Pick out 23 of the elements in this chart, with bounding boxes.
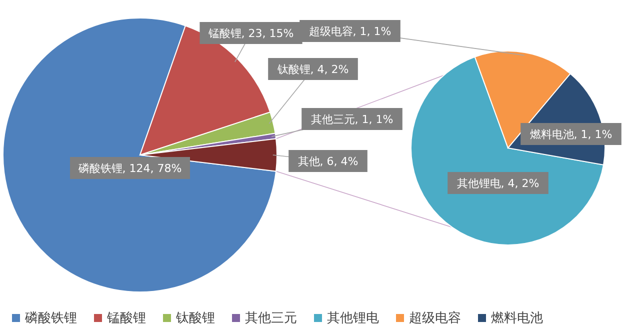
legend-label: 其他锂电: [327, 311, 379, 326]
data-label: , 23, 15%: [241, 27, 294, 40]
slice-label: 其他三元: [310, 113, 355, 126]
data-label: , 4, 2%: [500, 177, 540, 190]
data-label: , 1, 1%: [352, 25, 392, 38]
legend-label: 超级电容: [409, 310, 461, 326]
slice-label: 磷酸铁锂: [77, 162, 122, 175]
legend-label: 磷酸铁锂: [24, 311, 77, 326]
slice-label: 钛酸锂: [276, 63, 310, 76]
legend-label: 锰酸锂: [106, 311, 146, 326]
data-label: , 4, 2%: [310, 63, 349, 76]
slice-label: 超级电容: [308, 25, 353, 38]
slice-label: 燃料电池: [530, 128, 574, 141]
slice-label: 其他锂电: [456, 177, 501, 190]
slice-label: 锰酸锂: [207, 27, 242, 40]
legend-label: 其他三元: [245, 311, 297, 326]
data-label: , 1, 1%: [574, 128, 612, 141]
legend-label: 钛酸锂: [175, 311, 215, 326]
data-label: , 124, 78%: [122, 162, 182, 175]
slice-label: 其他: [298, 155, 320, 168]
data-label: , 6, 4%: [320, 155, 358, 168]
legend-label: 燃料电池: [491, 311, 543, 326]
data-label: , 1, 1%: [354, 113, 394, 126]
